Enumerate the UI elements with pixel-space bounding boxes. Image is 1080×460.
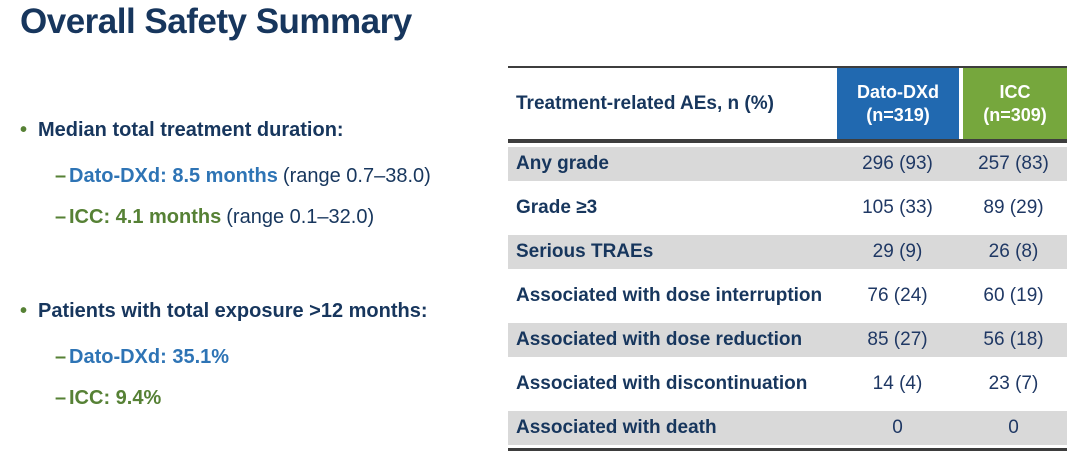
- table-header-icc: ICC (n=309): [963, 68, 1067, 139]
- dash-icon: –: [55, 387, 67, 409]
- header-dato-name: Dato-DXd: [857, 81, 939, 102]
- row-icc-value: 257 (83): [978, 153, 1049, 174]
- row-dato-value: 76 (24): [867, 285, 928, 306]
- bullet-dot-icon: •: [20, 300, 28, 322]
- sub-bullet-icc-duration: – ICC: 4.1 months (range 0.1–32.0): [55, 203, 500, 231]
- row-icc-value: 89 (29): [983, 197, 1044, 218]
- row-label: Grade ≥3: [516, 197, 598, 218]
- row-dato-value: 29 (9): [872, 241, 923, 262]
- row-label: Any grade: [516, 153, 609, 174]
- row-icc-value: 0: [1008, 417, 1019, 438]
- bullet-heading-row: • Patients with total exposure >12 month…: [20, 297, 500, 325]
- bullet-dot-icon: •: [20, 119, 28, 141]
- sub-bullet-value: ICC: 4.1 months: [69, 206, 222, 228]
- dash-icon: –: [55, 165, 67, 187]
- table-header-row: Treatment-related AEs, n (%) Dato-DXd (n…: [508, 68, 1067, 139]
- sub-bullet-range: (range 0.7–38.0): [282, 165, 431, 187]
- sub-bullet-range: (range 0.1–32.0): [226, 206, 375, 228]
- table-row-dose-interruption: Associated with dose interruption 76 (24…: [508, 279, 1067, 313]
- bullet-list: • Median total treatment duration: – Dat…: [20, 116, 500, 425]
- sub-bullet-icc-exposure: – ICC: 9.4%: [55, 384, 500, 412]
- dash-icon: –: [55, 346, 67, 368]
- table-row-any-grade: Any grade 296 (93) 257 (83): [508, 147, 1067, 181]
- row-icc-value: 56 (18): [983, 329, 1044, 350]
- row-label: Associated with dose reduction: [516, 329, 803, 350]
- row-dato-value: 85 (27): [867, 329, 928, 350]
- sub-bullet-value: Dato-DXd: 8.5 months: [69, 165, 278, 187]
- sub-bullet-dato-duration: – Dato-DXd: 8.5 months (range 0.7–38.0): [55, 162, 500, 190]
- header-icc-name: ICC: [999, 81, 1031, 102]
- row-dato-value: 296 (93): [862, 153, 933, 174]
- table-row-death: Associated with death 0 0: [508, 411, 1067, 445]
- bullet-group-treatment-duration: • Median total treatment duration: – Dat…: [20, 116, 500, 231]
- sub-bullet-value: Dato-DXd: 35.1%: [69, 346, 230, 368]
- row-label: Associated with death: [516, 417, 717, 438]
- dash-icon: –: [55, 206, 67, 228]
- table-row-dose-reduction: Associated with dose reduction 85 (27) 5…: [508, 323, 1067, 357]
- table-row-discontinuation: Associated with discontinuation 14 (4) 2…: [508, 367, 1067, 401]
- page-title: Overall Safety Summary: [20, 2, 412, 41]
- safety-table: Treatment-related AEs, n (%) Dato-DXd (n…: [508, 66, 1067, 451]
- table-header-dato-dxd: Dato-DXd (n=319): [837, 68, 959, 139]
- table-row-serious-traes: Serious TRAEs 29 (9) 26 (8): [508, 235, 1067, 269]
- row-dato-value: 14 (4): [872, 373, 923, 394]
- bullet-group-exposure: • Patients with total exposure >12 month…: [20, 297, 500, 412]
- header-icc-n: (n=309): [983, 104, 1047, 125]
- row-icc-value: 60 (19): [983, 285, 1044, 306]
- table-header-border: [508, 139, 1067, 143]
- sub-bullet-dato-exposure: – Dato-DXd: 35.1%: [55, 343, 500, 371]
- table-bottom-border: [508, 448, 1067, 451]
- row-dato-value: 0: [892, 417, 903, 438]
- header-dato-n: (n=319): [866, 104, 930, 125]
- table-top-border: [508, 66, 1067, 68]
- row-label: Associated with discontinuation: [516, 373, 808, 394]
- sub-bullet-value: ICC: 9.4%: [69, 387, 162, 409]
- table-header-label: Treatment-related AEs, n (%): [508, 68, 835, 139]
- bullet-heading-row: • Median total treatment duration:: [20, 116, 500, 144]
- table-row-grade-ge3: Grade ≥3 105 (33) 89 (29): [508, 191, 1067, 225]
- bullet-heading: Patients with total exposure >12 months:: [38, 300, 428, 322]
- bullet-heading: Median total treatment duration:: [38, 119, 344, 141]
- row-icc-value: 23 (7): [988, 373, 1039, 394]
- row-label: Associated with dose interruption: [516, 285, 823, 306]
- row-icc-value: 26 (8): [988, 241, 1039, 262]
- row-label: Serious TRAEs: [516, 241, 654, 262]
- row-dato-value: 105 (33): [862, 197, 933, 218]
